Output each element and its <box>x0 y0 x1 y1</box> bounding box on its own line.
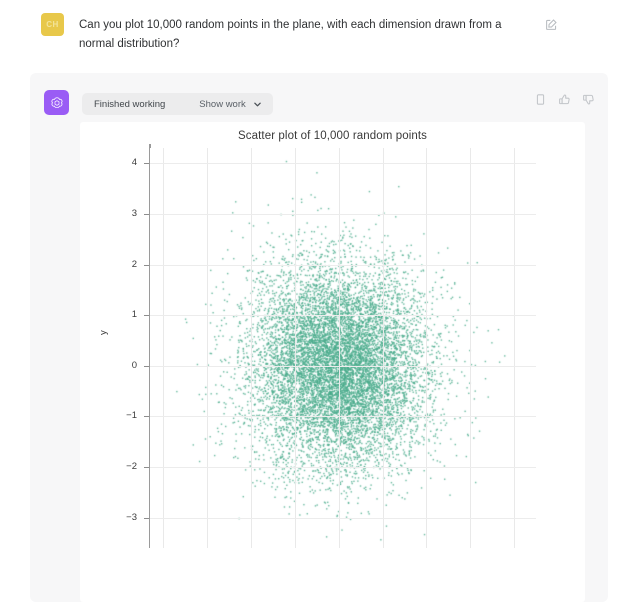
chart-title: Scatter plot of 10,000 random points <box>238 130 427 142</box>
gridline-horizontal <box>150 213 536 215</box>
gridline-horizontal <box>150 416 536 418</box>
user-message-row: CH Can you plot 10,000 random points in … <box>0 0 640 73</box>
y-tick-label: 0 <box>131 359 137 371</box>
y-tick-label: 1 <box>131 309 137 321</box>
y-tick-mark <box>144 213 149 215</box>
gridline-horizontal <box>150 264 536 266</box>
gridline-horizontal <box>150 517 536 519</box>
openai-logo-icon <box>44 90 69 115</box>
y-tick-mark <box>144 467 149 468</box>
work-status-label: Finished working <box>94 98 166 110</box>
y-tick-label: 3 <box>131 207 137 219</box>
y-tick-mark <box>144 264 149 266</box>
assistant-response-card: Finished working Show work <box>30 73 608 602</box>
gridline-horizontal <box>150 365 536 367</box>
gridline-horizontal <box>150 315 536 317</box>
y-tick-label: 2 <box>131 258 137 270</box>
y-tick-mark <box>144 163 149 165</box>
plot-area <box>150 148 536 548</box>
gridline-vertical <box>163 148 165 548</box>
gridline-vertical <box>338 148 340 548</box>
gridline-vertical <box>382 148 384 548</box>
y-tick-label: 4 <box>131 157 137 169</box>
response-action-bar <box>534 93 595 106</box>
gridline-vertical <box>426 148 428 548</box>
y-tick-mark <box>144 416 149 418</box>
y-axis-label: y <box>98 330 109 335</box>
gridline-horizontal <box>150 467 536 468</box>
y-tick-label: −2 <box>126 461 137 472</box>
gridline-vertical <box>207 148 208 548</box>
gridline-vertical <box>470 148 472 548</box>
y-tick-mark <box>144 315 149 317</box>
work-status-pill: Finished working Show work <box>82 93 273 115</box>
show-work-label: Show work <box>199 98 246 110</box>
chevron-down-icon <box>253 100 262 109</box>
gridline-vertical <box>514 148 516 548</box>
edit-square-icon[interactable] <box>545 18 558 31</box>
thumbs-up-icon[interactable] <box>558 93 571 106</box>
y-tick-mark <box>144 365 149 367</box>
thumbs-down-icon[interactable] <box>582 93 595 106</box>
gridline-horizontal <box>150 163 536 165</box>
show-work-button[interactable]: Show work <box>199 99 261 110</box>
user-message-text: Can you plot 10,000 random points in the… <box>79 19 502 50</box>
y-tick-label: −3 <box>126 511 137 523</box>
chart-panel: Scatter plot of 10,000 random points y 4… <box>80 122 585 602</box>
y-axis-spine <box>149 144 151 548</box>
y-tick-mark <box>144 517 149 519</box>
gridline-vertical <box>294 148 296 548</box>
user-avatar: CH <box>41 13 64 36</box>
copy-icon[interactable] <box>534 93 547 106</box>
gridline-vertical <box>250 148 252 548</box>
y-tick-label: −1 <box>126 410 137 422</box>
